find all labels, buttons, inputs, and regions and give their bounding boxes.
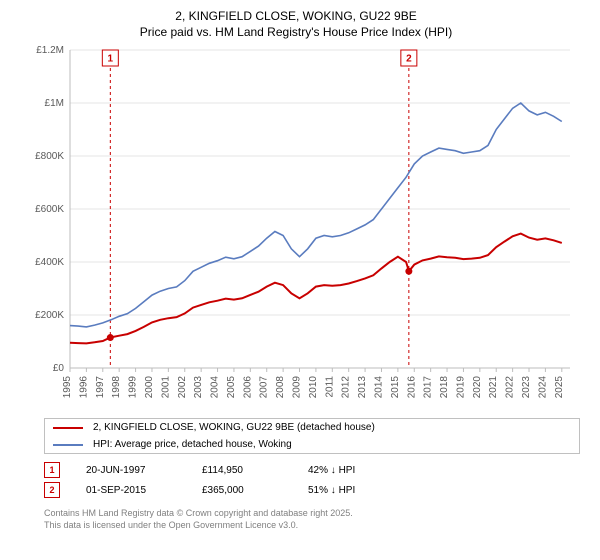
svg-text:2000: 2000 bbox=[144, 376, 155, 399]
svg-text:2006: 2006 bbox=[242, 376, 253, 399]
svg-text:2017: 2017 bbox=[423, 376, 434, 399]
svg-text:£1.2M: £1.2M bbox=[36, 45, 64, 56]
event-date: 20-JUN-1997 bbox=[86, 465, 176, 476]
attribution-footer: Contains HM Land Registry data © Crown c… bbox=[44, 508, 588, 531]
svg-text:£800K: £800K bbox=[35, 151, 64, 162]
svg-text:2015: 2015 bbox=[390, 376, 401, 399]
event-pct: 51% ↓ HPI bbox=[308, 485, 355, 496]
legend-swatch bbox=[53, 427, 83, 429]
footer-line: Contains HM Land Registry data © Crown c… bbox=[44, 508, 588, 520]
footer-line: This data is licensed under the Open Gov… bbox=[44, 520, 588, 532]
title-subtitle: Price paid vs. HM Land Registry's House … bbox=[4, 24, 588, 40]
svg-text:1999: 1999 bbox=[128, 376, 139, 399]
svg-text:£600K: £600K bbox=[35, 204, 64, 215]
svg-text:2016: 2016 bbox=[406, 376, 417, 399]
event-price: £114,950 bbox=[202, 465, 282, 476]
svg-text:2023: 2023 bbox=[521, 376, 532, 399]
svg-text:1996: 1996 bbox=[78, 376, 89, 399]
svg-text:£1M: £1M bbox=[45, 98, 64, 109]
event-id-box: 2 bbox=[44, 482, 60, 498]
svg-text:1998: 1998 bbox=[111, 376, 122, 399]
svg-text:2018: 2018 bbox=[439, 376, 450, 399]
svg-text:£0: £0 bbox=[53, 363, 65, 374]
svg-text:2014: 2014 bbox=[373, 376, 384, 399]
svg-text:2010: 2010 bbox=[308, 376, 319, 399]
svg-text:2024: 2024 bbox=[537, 376, 548, 399]
svg-text:2001: 2001 bbox=[160, 376, 171, 399]
svg-text:2007: 2007 bbox=[259, 376, 270, 399]
legend-item: 2, KINGFIELD CLOSE, WOKING, GU22 9BE (de… bbox=[45, 419, 579, 436]
svg-text:2003: 2003 bbox=[193, 376, 204, 399]
svg-text:2020: 2020 bbox=[472, 376, 483, 399]
svg-text:2009: 2009 bbox=[292, 376, 303, 399]
svg-text:2025: 2025 bbox=[554, 376, 565, 399]
svg-text:£200K: £200K bbox=[35, 310, 64, 321]
event-row: 2 01-SEP-2015 £365,000 51% ↓ HPI bbox=[44, 480, 588, 500]
price-chart: £0 £200K £400K £600K £800K £1M £1.2M 1995 1996 19… bbox=[16, 44, 576, 414]
svg-text:2008: 2008 bbox=[275, 376, 286, 399]
title-address: 2, KINGFIELD CLOSE, WOKING, GU22 9BE bbox=[4, 8, 588, 24]
svg-text:2022: 2022 bbox=[505, 376, 516, 399]
svg-text:2012: 2012 bbox=[341, 376, 352, 399]
svg-text:2013: 2013 bbox=[357, 376, 368, 399]
event-row: 1 20-JUN-1997 £114,950 42% ↓ HPI bbox=[44, 460, 588, 480]
events-table: 1 20-JUN-1997 £114,950 42% ↓ HPI 2 01-SEP-201… bbox=[44, 460, 588, 500]
event-price: £365,000 bbox=[202, 485, 282, 496]
legend-item: HPI: Average price, detached house, Woki… bbox=[45, 436, 579, 453]
svg-text:£400K: £400K bbox=[35, 257, 64, 268]
event-pct: 42% ↓ HPI bbox=[308, 465, 355, 476]
svg-text:2011: 2011 bbox=[324, 376, 335, 398]
legend-swatch bbox=[53, 444, 83, 446]
event-id-box: 1 bbox=[44, 462, 60, 478]
svg-text:2019: 2019 bbox=[455, 376, 466, 399]
legend: 2, KINGFIELD CLOSE, WOKING, GU22 9BE (de… bbox=[44, 418, 580, 454]
legend-label: HPI: Average price, detached house, Woki… bbox=[93, 439, 292, 450]
svg-text:2021: 2021 bbox=[488, 376, 499, 399]
event-date: 01-SEP-2015 bbox=[86, 485, 176, 496]
chart-title: 2, KINGFIELD CLOSE, WOKING, GU22 9BE Pri… bbox=[4, 8, 588, 40]
svg-text:2004: 2004 bbox=[210, 376, 221, 399]
legend-label: 2, KINGFIELD CLOSE, WOKING, GU22 9BE (de… bbox=[93, 422, 375, 433]
svg-text:1997: 1997 bbox=[95, 376, 106, 399]
svg-text:1: 1 bbox=[108, 54, 114, 65]
svg-text:2005: 2005 bbox=[226, 376, 237, 399]
svg-text:2002: 2002 bbox=[177, 376, 188, 399]
svg-text:1995: 1995 bbox=[62, 376, 73, 399]
svg-text:2: 2 bbox=[406, 54, 412, 65]
